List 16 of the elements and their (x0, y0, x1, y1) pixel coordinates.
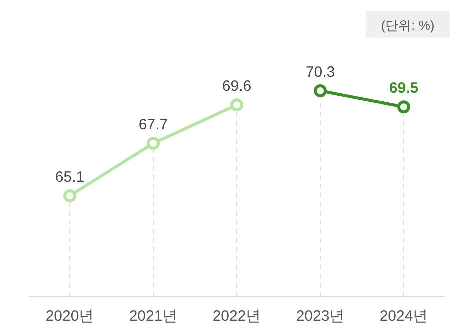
x-tick-label: 2023년 (296, 308, 345, 325)
point (147, 137, 160, 150)
data-label: 69.6 (222, 78, 252, 96)
x-tick-label: 2021년 (129, 308, 178, 325)
point (398, 100, 410, 114)
x-tick-label: 2020년 (46, 308, 94, 325)
point (230, 98, 244, 112)
x-tick-label: 2024년 (380, 308, 428, 325)
x-tick-label: 2022년 (212, 308, 262, 325)
data-label: 69.5 (389, 80, 419, 98)
text: (단위: %) (381, 18, 435, 33)
point (314, 84, 327, 98)
data-label: 70.3 (306, 64, 336, 81)
point (64, 190, 76, 202)
data-label: 67.7 (138, 116, 168, 134)
data-label: 65.1 (55, 169, 85, 186)
